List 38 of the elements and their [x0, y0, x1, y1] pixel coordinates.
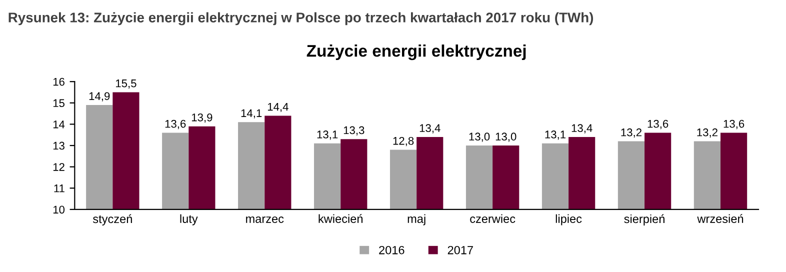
data-label: 13,0	[496, 132, 516, 142]
x-tick-label: styczeń	[92, 214, 132, 226]
x-tick-label: sierpień	[624, 214, 664, 226]
data-label: 13,2	[621, 128, 642, 138]
legend-label: 2016	[379, 246, 404, 254]
y-tick-label: 10	[53, 206, 65, 214]
legend-label: 2017	[448, 246, 473, 254]
x-tick-label: czerwiec	[470, 214, 516, 223]
data-label: 13,4	[572, 124, 592, 134]
y-tick-label: 15	[53, 99, 64, 108]
y-tick-label: 16	[53, 78, 64, 86]
chart-title: Zużycie energii elektrycznej	[306, 44, 526, 60]
data-label: 12,8	[393, 136, 414, 146]
data-label: 14,9	[89, 92, 110, 102]
data-label: 13,6	[165, 120, 186, 130]
y-tick-label: 12	[53, 163, 64, 171]
x-tick-label: lipiec	[556, 214, 582, 226]
x-tick-label: luty	[180, 214, 198, 226]
x-tick-label: wrzesień	[697, 214, 744, 223]
data-label: 13,0	[469, 132, 490, 142]
data-label: 13,6	[648, 120, 668, 130]
x-tick-label: kwiecień	[318, 214, 362, 223]
data-label: 13,9	[192, 114, 212, 123]
data-label: 13,1	[317, 130, 338, 140]
data-label: 13,2	[697, 128, 718, 138]
y-tick-label: 13	[53, 142, 64, 150]
y-tick-label: 14	[53, 120, 65, 128]
x-tick-label: marzec	[246, 216, 284, 223]
data-label: 15,5	[116, 80, 136, 89]
x-tick-label: maj	[408, 214, 426, 226]
data-label: 13,3	[344, 126, 364, 136]
data-label: 14,4	[268, 102, 288, 112]
data-label: 13,4	[420, 124, 440, 134]
data-label: 13,1	[545, 130, 566, 140]
data-label: 13,6	[724, 120, 744, 130]
y-tick-label: 11	[54, 184, 64, 192]
data-label: 14,1	[241, 109, 262, 118]
chart-subtitle: Rysunek 13: Zużycie energii elektrycznej w Polsce po trzech kwartałach 2017 roku (TWh)	[8, 12, 594, 26]
